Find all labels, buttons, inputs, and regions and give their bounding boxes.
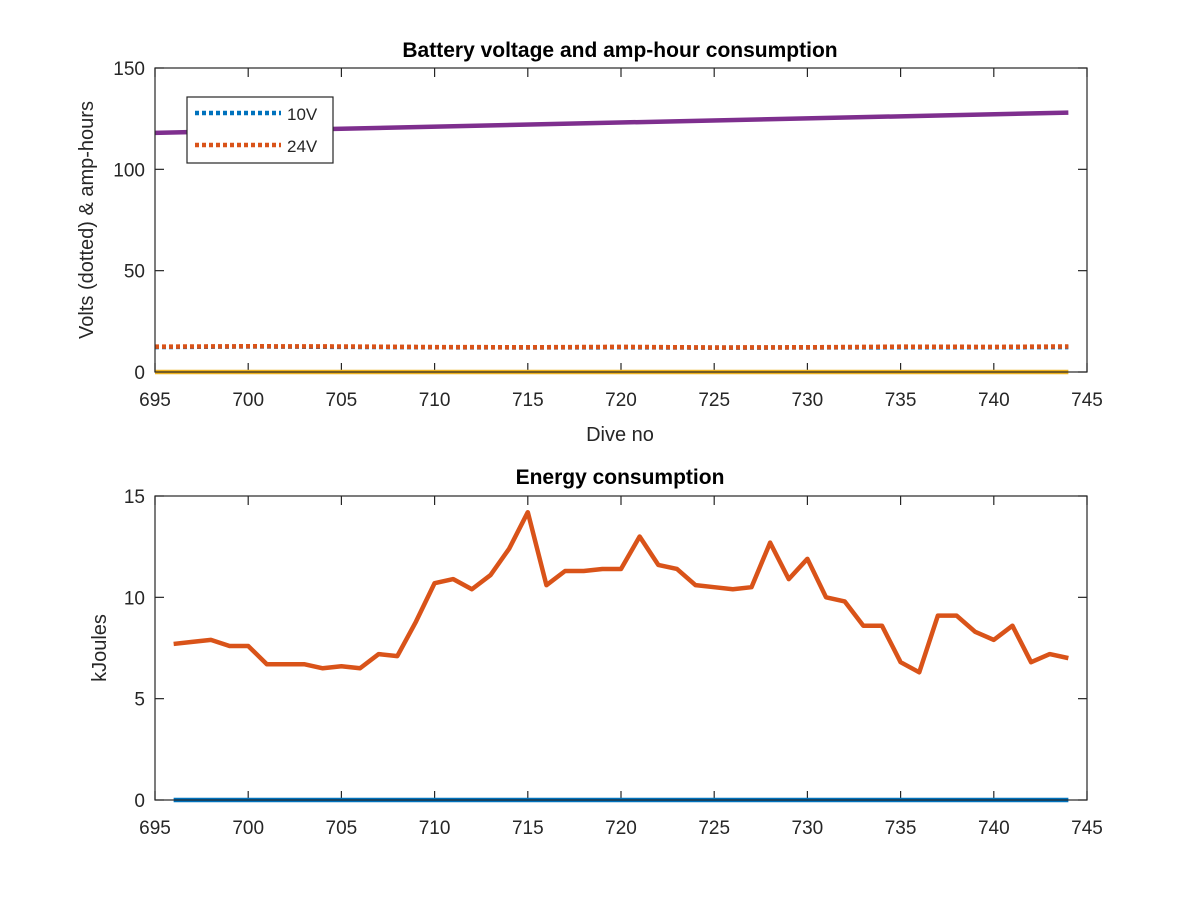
energy-plot: Energy consumption 695 700 705 710 715 720 725… [89, 466, 1103, 839]
energy-line-series-0 [173, 509, 1069, 675]
voltage-plot: Battery voltage and amp-hour consumption… [76, 39, 1103, 446]
voltage-xtick-label: 695 [139, 390, 171, 411]
voltage-plot-xlabel: Dive no [586, 424, 654, 446]
voltage-xtick-label: 715 [512, 390, 544, 411]
energy-xtick-label: 705 [326, 818, 358, 839]
energy-plot-ylabel: kJoules [89, 614, 111, 682]
voltage-xtick-label: 700 [232, 390, 264, 411]
energy-plot-frame [154, 495, 1088, 801]
voltage-ytick-label: 0 [134, 363, 145, 384]
voltage-legend: 10V 24V [186, 96, 334, 164]
voltage-plot-ylabel: Volts (dotted) & amp-hours [76, 101, 98, 339]
energy-xtick-label: 700 [232, 818, 264, 839]
energy-xtick-label: 720 [605, 818, 637, 839]
energy-xtick-label: 715 [512, 818, 544, 839]
voltage-xtick-label: 725 [698, 390, 730, 411]
voltage-line-24v [154, 344, 1069, 350]
energy-xtick-label: 710 [419, 818, 451, 839]
energy-xtick-label: 745 [1071, 818, 1103, 839]
energy-xtick-label: 740 [978, 818, 1010, 839]
energy-ytick-label: 0 [134, 791, 145, 812]
voltage-xtick-label: 740 [978, 390, 1010, 411]
voltage-xtick-label: 745 [1071, 390, 1103, 411]
voltage-xtick-label: 710 [419, 390, 451, 411]
energy-xtick-label: 695 [139, 818, 171, 839]
energy-xtick-label: 735 [885, 818, 917, 839]
energy-xtick-label: 725 [698, 818, 730, 839]
legend-label-10v: 10V [287, 105, 318, 124]
voltage-ytick-label: 100 [113, 160, 145, 181]
voltage-xtick-label: 735 [885, 390, 917, 411]
legend-label-24v: 24V [287, 137, 318, 156]
voltage-xtick-label: 705 [326, 390, 358, 411]
voltage-xtick-label: 730 [792, 390, 824, 411]
voltage-xtick-label: 720 [605, 390, 637, 411]
voltage-plot-frame [154, 67, 1088, 373]
energy-ytick-label: 15 [124, 487, 145, 508]
energy-ytick-label: 10 [124, 588, 145, 609]
voltage-plot-title: Battery voltage and amp-hour consumption [402, 39, 837, 62]
voltage-ytick-label: 150 [113, 59, 145, 80]
voltage-ytick-label: 50 [124, 262, 145, 283]
energy-ytick-label: 5 [134, 690, 145, 711]
legend-box [186, 96, 334, 164]
energy-plot-title: Energy consumption [516, 466, 725, 489]
energy-xtick-label: 730 [792, 818, 824, 839]
